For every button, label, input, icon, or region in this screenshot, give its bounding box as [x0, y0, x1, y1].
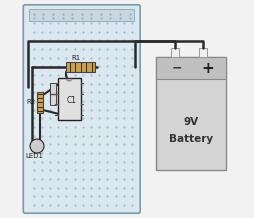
Text: C1: C1 — [66, 95, 76, 104]
Text: R2: R2 — [27, 99, 36, 106]
Bar — [50, 83, 56, 105]
Bar — [155, 57, 225, 170]
Text: Battery: Battery — [168, 135, 212, 145]
Bar — [198, 48, 207, 57]
Bar — [170, 48, 179, 57]
Bar — [37, 92, 43, 113]
Text: LED1: LED1 — [26, 153, 44, 160]
Bar — [66, 62, 94, 72]
Text: −: − — [171, 61, 181, 75]
FancyBboxPatch shape — [23, 5, 140, 213]
Circle shape — [30, 139, 44, 153]
Bar — [155, 57, 225, 79]
Text: 9V: 9V — [182, 118, 198, 128]
Bar — [29, 9, 134, 21]
Text: R1: R1 — [71, 55, 81, 61]
Text: +: + — [201, 61, 214, 75]
Bar — [57, 78, 80, 120]
